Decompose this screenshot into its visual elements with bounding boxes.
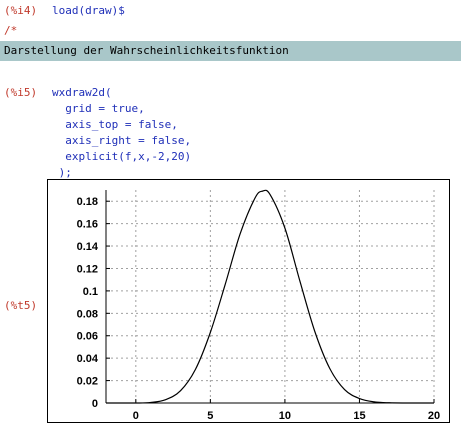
code-line: ); xyxy=(52,166,72,179)
plot-output[interactable]: 0 5 10 15 20 0 0.02 0.04 0.06 0.08 0.1 0.12 0.14 0.16… xyxy=(47,179,450,423)
cell-label-i5: (%i5) xyxy=(4,86,38,99)
comment-open: /* xyxy=(4,24,18,37)
code-line: axis_right = false, xyxy=(52,134,192,147)
code-line: grid = true, xyxy=(52,102,145,115)
code-line: explicit(f,x,-2,20) xyxy=(52,150,192,163)
code-line: axis_top = false, xyxy=(52,118,178,131)
x-tick-label: 20 xyxy=(428,410,440,422)
y-tick-label: 0 xyxy=(92,398,98,410)
x-tick-label: 5 xyxy=(207,410,213,422)
y-tick-label: 0.08 xyxy=(77,308,98,320)
y-tick-label: 0.1 xyxy=(83,286,98,298)
code-line: wxdraw2d( xyxy=(52,86,112,99)
cell-label-i4: (%i4) xyxy=(4,4,38,17)
code-input-i5[interactable]: wxdraw2d( grid = true, axis_top = false,… xyxy=(52,85,191,181)
y-tick-label: 0.02 xyxy=(77,376,98,388)
cell-label-t5: (%t5) xyxy=(4,299,38,312)
x-tick-label: 15 xyxy=(353,410,365,422)
code-input-i4[interactable]: load(draw)$ xyxy=(52,4,125,17)
x-tick-label: 10 xyxy=(279,410,291,422)
comment-cell[interactable]: Darstellung der Wahrscheinlichkeitsfunkt… xyxy=(0,41,461,61)
series-line xyxy=(105,189,435,404)
x-tick-label: 0 xyxy=(133,410,139,422)
plot-svg: 0 5 10 15 20 0 0.02 0.04 0.06 0.08 0.1 0.12 0.14 0.16… xyxy=(77,189,440,422)
y-tick-label: 0.12 xyxy=(77,263,98,275)
y-tick-label: 0.04 xyxy=(77,353,99,365)
y-tick-label: 0.16 xyxy=(77,219,98,231)
y-tick-label: 0.18 xyxy=(77,196,98,208)
y-tick-label: 0.06 xyxy=(77,331,98,343)
y-tick-label: 0.14 xyxy=(77,241,99,253)
